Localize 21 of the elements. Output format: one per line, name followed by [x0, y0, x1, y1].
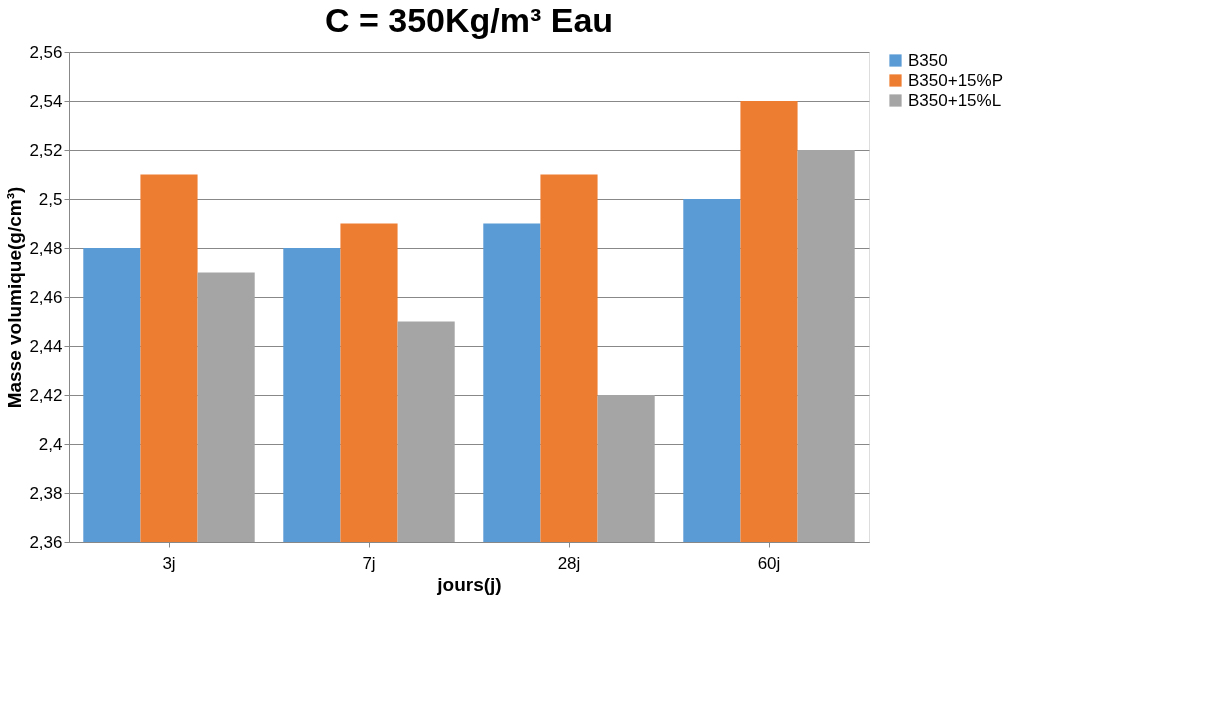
y-tick-label: 2,52 [29, 140, 63, 160]
legend-label: B350 [908, 50, 948, 70]
x-tick-label: 60j [757, 553, 781, 573]
y-tick-label: 2,4 [38, 434, 63, 454]
legend-label: B350+15%P [908, 70, 1003, 90]
x-axis-title: jours(j) [436, 573, 502, 595]
x-tick-label: 7j [362, 553, 376, 573]
x-tick-label: 3j [162, 553, 176, 573]
y-tick-label: 2,48 [29, 238, 63, 258]
y-tick-label: 2,42 [29, 385, 63, 405]
y-tick-label: 2,5 [38, 189, 63, 209]
y-tick-label: 2,46 [29, 287, 63, 307]
y-axis-title: Masse volumique(g/cm³) [4, 186, 26, 409]
y-tick-label: 2,54 [29, 91, 63, 111]
legend-label: B350+15%L [908, 90, 1002, 110]
y-tick-label: 2,38 [29, 483, 63, 503]
x-tick-label: 28j [557, 553, 581, 573]
chart-title: C = 350Kg/m³ Eau [324, 1, 614, 39]
y-tick-label: 2,36 [29, 532, 63, 552]
y-tick-label: 2,56 [29, 42, 63, 62]
y-tick-label: 2,44 [29, 336, 63, 356]
